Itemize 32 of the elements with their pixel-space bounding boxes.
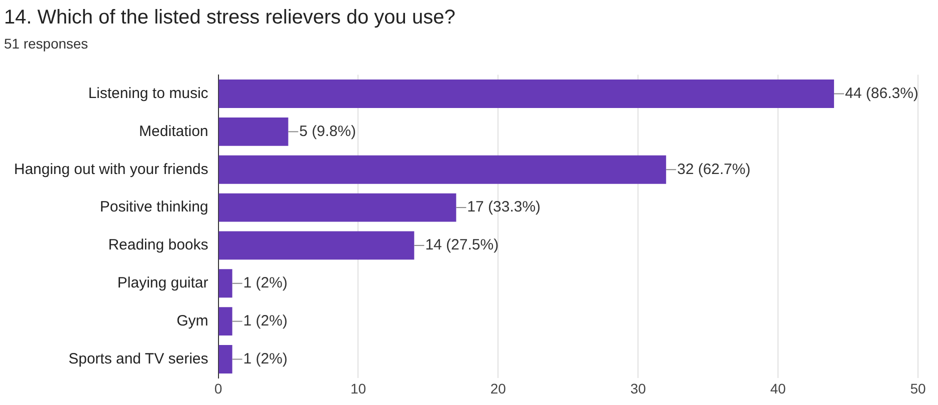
x-tick-label: 0 xyxy=(214,380,222,396)
bar xyxy=(218,269,232,298)
y-tick-label: Reading books xyxy=(108,236,208,254)
text: 51 responses xyxy=(4,35,88,52)
bar xyxy=(218,307,232,336)
x-tick-label: 10 xyxy=(350,380,366,396)
data-label: 1 (2%) xyxy=(243,274,288,292)
y-tick-label: Hanging out with your friends xyxy=(14,160,208,178)
bar xyxy=(218,231,414,260)
y-tick-label: Meditation xyxy=(139,122,208,140)
y-tick-label: Positive thinking xyxy=(100,198,208,216)
bar xyxy=(218,155,666,184)
data-label: 1 (2%) xyxy=(243,350,288,368)
data-label: 32 (62.7%) xyxy=(677,160,750,178)
x-tick-label: 30 xyxy=(630,380,646,396)
data-label: 44 (86.3%) xyxy=(845,84,918,102)
chart-title: 14. Which of the listed stress relievers do you use? xyxy=(4,6,456,29)
data-label: 17 (33.3%) xyxy=(467,198,541,216)
y-tick-label: Playing guitar xyxy=(117,274,208,292)
x-tick-label: 50 xyxy=(910,380,926,396)
bar xyxy=(218,80,834,108)
bar xyxy=(218,193,456,222)
y-tick-label: Sports and TV series xyxy=(68,350,208,368)
y-tick-label: Gym xyxy=(176,312,208,330)
x-tick-label: 20 xyxy=(490,380,506,396)
data-label: 1 (2%) xyxy=(243,312,288,330)
bar xyxy=(218,117,288,146)
data-label: 14 (27.5%) xyxy=(425,236,499,254)
bar xyxy=(218,345,232,374)
data-label: 5 (9.8%) xyxy=(299,122,356,140)
x-tick-label: 40 xyxy=(770,380,786,396)
y-tick-label: Listening to music xyxy=(88,84,209,102)
